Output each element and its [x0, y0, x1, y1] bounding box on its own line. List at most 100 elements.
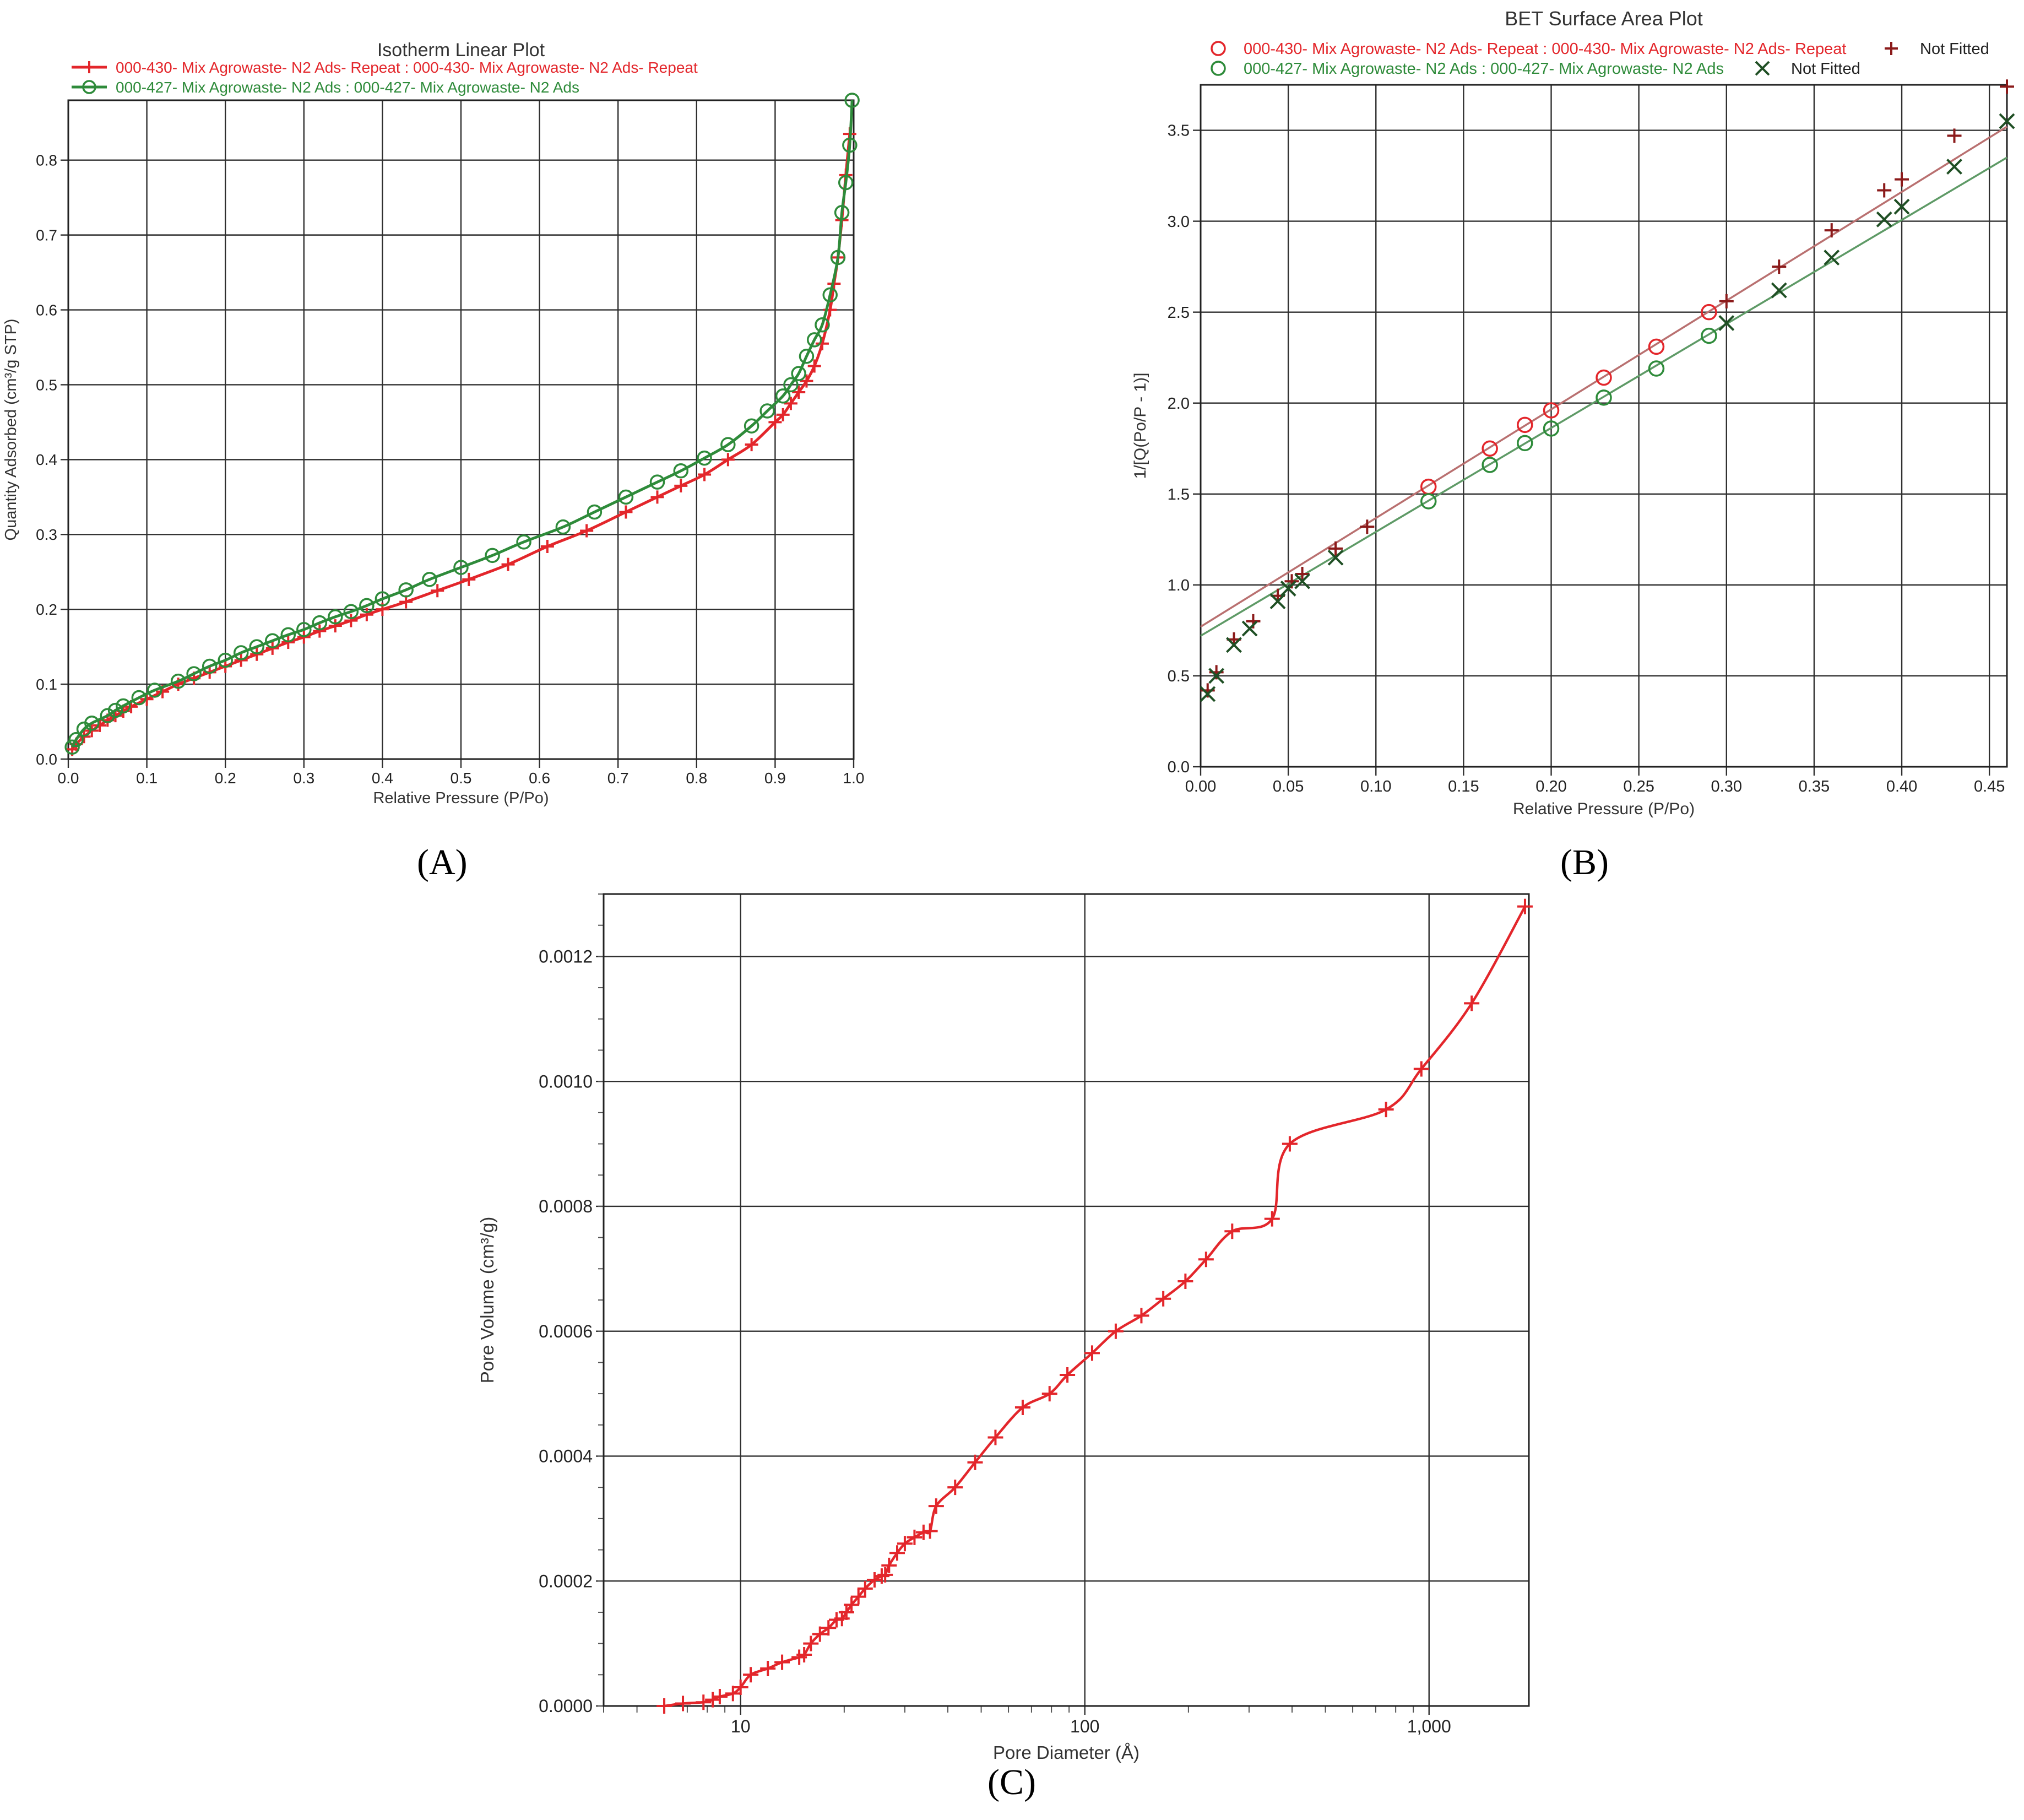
data-point	[803, 1635, 819, 1651]
data-point	[873, 1568, 889, 1584]
data-point	[1946, 159, 1962, 175]
data-point	[673, 463, 689, 479]
series-line	[664, 906, 1526, 1708]
y-tick-label: 0.7	[36, 226, 57, 243]
data-point	[815, 337, 829, 350]
plot-frame	[603, 893, 1530, 1707]
data-point	[1328, 541, 1343, 556]
data-point	[697, 450, 712, 466]
data-point	[907, 1529, 923, 1545]
data-point	[815, 317, 830, 333]
data-point	[1084, 1345, 1100, 1361]
data-point	[398, 582, 414, 598]
x-tick-label: 0.20	[1535, 778, 1566, 795]
x-tick-label: 100	[1070, 1716, 1099, 1736]
data-point	[812, 1626, 828, 1642]
data-point	[2000, 79, 2014, 94]
data-point	[1420, 478, 1437, 495]
data-point	[280, 627, 296, 643]
data-point	[516, 534, 531, 550]
data-point	[485, 548, 500, 564]
x-tick-label: 0.30	[1711, 778, 1742, 795]
x-tick-label: 0.25	[1623, 778, 1654, 795]
y-tick-label: 0.5	[36, 376, 57, 393]
data-point	[93, 718, 107, 732]
data-point	[501, 557, 515, 571]
legend-marker	[1211, 41, 1226, 56]
data-point	[1719, 294, 1734, 308]
data-point	[791, 366, 806, 381]
data-point	[1198, 1252, 1214, 1268]
data-point	[783, 377, 799, 393]
data-point	[650, 490, 664, 504]
data-point	[743, 1667, 759, 1683]
y-tick-label: 0.2	[36, 601, 57, 618]
y-tick-label: 0.5	[1168, 668, 1190, 685]
data-point	[881, 1557, 897, 1573]
data-point	[674, 479, 688, 492]
data-point	[889, 1545, 905, 1561]
x-tick-label: 0.5	[451, 770, 472, 787]
data-point	[649, 474, 665, 490]
data-point	[131, 690, 147, 706]
data-point	[296, 622, 312, 637]
x-tick-label: 0.0	[58, 770, 79, 787]
data-point	[1413, 1061, 1429, 1077]
x-tick-label: 0.2	[215, 770, 236, 787]
y-axis-label: Quantity Adsorbed (cm³/g STP)	[2, 319, 20, 541]
data-point	[866, 1572, 882, 1588]
legend-label-not-fitted: Not Fitted	[1791, 60, 1860, 78]
data-point	[1280, 581, 1296, 597]
panel-label-a: (A)	[417, 842, 468, 882]
data-point	[776, 408, 790, 421]
data-point	[619, 505, 633, 519]
plot-frame	[1200, 84, 2008, 768]
data-point	[1108, 1323, 1124, 1339]
x-tick-label: 0.9	[764, 770, 786, 787]
y-tick-label: 0.0004	[539, 1447, 593, 1466]
data-point	[987, 1429, 1003, 1445]
data-point	[147, 682, 162, 698]
legend-label: 000-430- Mix Agrowaste- N2 Ads- Repeat :…	[1244, 40, 1846, 58]
data-point	[842, 137, 858, 153]
data-point	[1295, 567, 1310, 582]
data-point	[1133, 1308, 1149, 1324]
y-tick-label: 0.0000	[539, 1696, 593, 1716]
data-point	[1517, 416, 1533, 434]
data-point	[774, 1654, 790, 1670]
data-point	[1876, 211, 1892, 228]
data-point	[1824, 223, 1839, 238]
data-point	[1208, 668, 1225, 684]
bet-fit-line	[1200, 156, 2007, 637]
x-axis-label: Pore Diameter (Å)	[993, 1742, 1139, 1763]
x-tick-label: 0.35	[1799, 778, 1830, 795]
data-point	[1482, 457, 1498, 473]
data-point	[359, 598, 375, 614]
data-point	[807, 359, 821, 373]
data-point	[249, 639, 264, 654]
chart-title: Isotherm Linear Plot	[377, 40, 545, 61]
y-tick-label: 3.5	[1168, 122, 1190, 140]
legend-label: 000-430- Mix Agrowaste- N2 Ads- Repeat :…	[116, 59, 698, 76]
data-point	[1420, 493, 1437, 510]
data-point	[897, 1536, 913, 1552]
data-point	[344, 614, 358, 627]
data-point	[775, 388, 791, 404]
data-point	[422, 572, 437, 587]
y-tick-label: 0.1	[36, 676, 57, 693]
legend-marker-not-fitted	[1885, 42, 1898, 55]
data-point	[675, 1696, 691, 1711]
data-point	[732, 1679, 748, 1695]
data-point	[1226, 637, 1242, 653]
data-point	[313, 624, 327, 638]
x-tick-label: 0.15	[1448, 778, 1479, 795]
data-point	[170, 673, 186, 689]
data-point	[1877, 183, 1892, 198]
data-point	[877, 1567, 893, 1583]
data-point	[100, 708, 116, 723]
y-tick-label: 0.0	[1168, 759, 1190, 776]
data-point	[1771, 282, 1787, 299]
data-point	[1596, 389, 1612, 406]
data-point	[233, 645, 249, 660]
